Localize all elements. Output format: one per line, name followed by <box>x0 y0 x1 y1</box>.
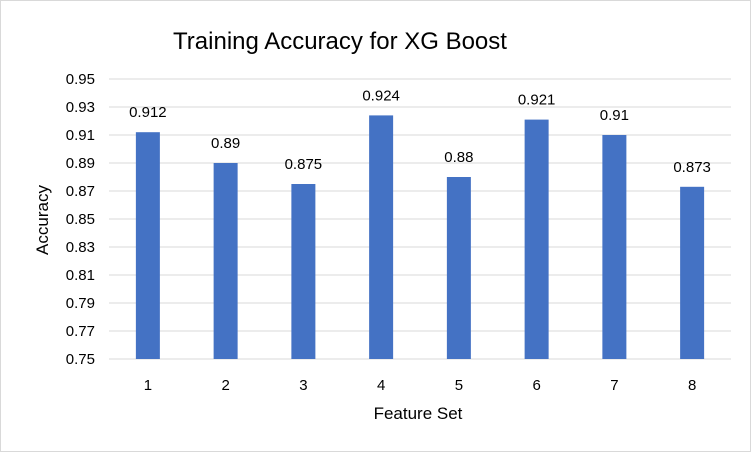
data-label: 0.873 <box>673 159 711 176</box>
chart-title: Training Accuracy for XG Boost <box>173 28 507 55</box>
y-tick-label: 0.81 <box>66 267 95 284</box>
data-label: 0.921 <box>518 92 556 109</box>
y-tick-label: 0.85 <box>66 211 95 228</box>
y-tick-label: 0.89 <box>66 155 95 172</box>
x-tick-label: 1 <box>144 377 152 394</box>
grid-layer <box>109 78 731 360</box>
x-tick-label: 4 <box>377 377 385 394</box>
bars <box>135 115 705 360</box>
x-tick-label: 5 <box>455 377 463 394</box>
x-tick-label: 3 <box>299 377 307 394</box>
y-tick-label: 0.93 <box>66 99 95 116</box>
x-tick-label: 7 <box>610 377 618 394</box>
data-label: 0.912 <box>129 104 167 121</box>
y-tick-label: 0.75 <box>66 351 95 368</box>
y-tick-label: 0.95 <box>66 71 95 88</box>
bar-feature-set-6 <box>524 119 549 359</box>
data-label: 0.89 <box>211 135 240 152</box>
y-tick-label: 0.77 <box>66 323 95 340</box>
bar-feature-set-8 <box>680 186 705 359</box>
y-axis-label: Accuracy <box>33 185 52 255</box>
data-labels: 0.912 0.89 0.875 0.924 0.88 0.921 0.91 0.873 <box>129 87 711 175</box>
bar-feature-set-4 <box>369 115 394 360</box>
bar-feature-set-2 <box>213 163 238 359</box>
bar-feature-set-3 <box>291 184 316 359</box>
x-tick-label: 8 <box>688 377 696 394</box>
bar-feature-set-7 <box>602 135 627 359</box>
bar-feature-set-1 <box>135 132 160 359</box>
x-tick-label: 6 <box>532 377 540 394</box>
data-label: 0.924 <box>362 87 400 104</box>
data-label: 0.88 <box>444 149 473 166</box>
x-tick-labels: 1 2 3 4 5 6 7 8 <box>144 377 697 394</box>
y-tick-label: 0.79 <box>66 295 95 312</box>
data-label: 0.91 <box>600 107 629 124</box>
x-axis-label: Feature Set <box>374 404 463 423</box>
y-tick-label: 0.83 <box>66 239 95 256</box>
y-tick-labels: 0.75 0.77 0.79 0.81 0.83 0.85 0.87 0.89 0.91 0.93… <box>66 71 95 368</box>
bar-feature-set-5 <box>446 177 471 359</box>
y-tick-label: 0.91 <box>66 127 95 144</box>
data-label: 0.875 <box>285 156 323 173</box>
y-tick-label: 0.87 <box>66 183 95 200</box>
x-tick-label: 2 <box>221 377 229 394</box>
